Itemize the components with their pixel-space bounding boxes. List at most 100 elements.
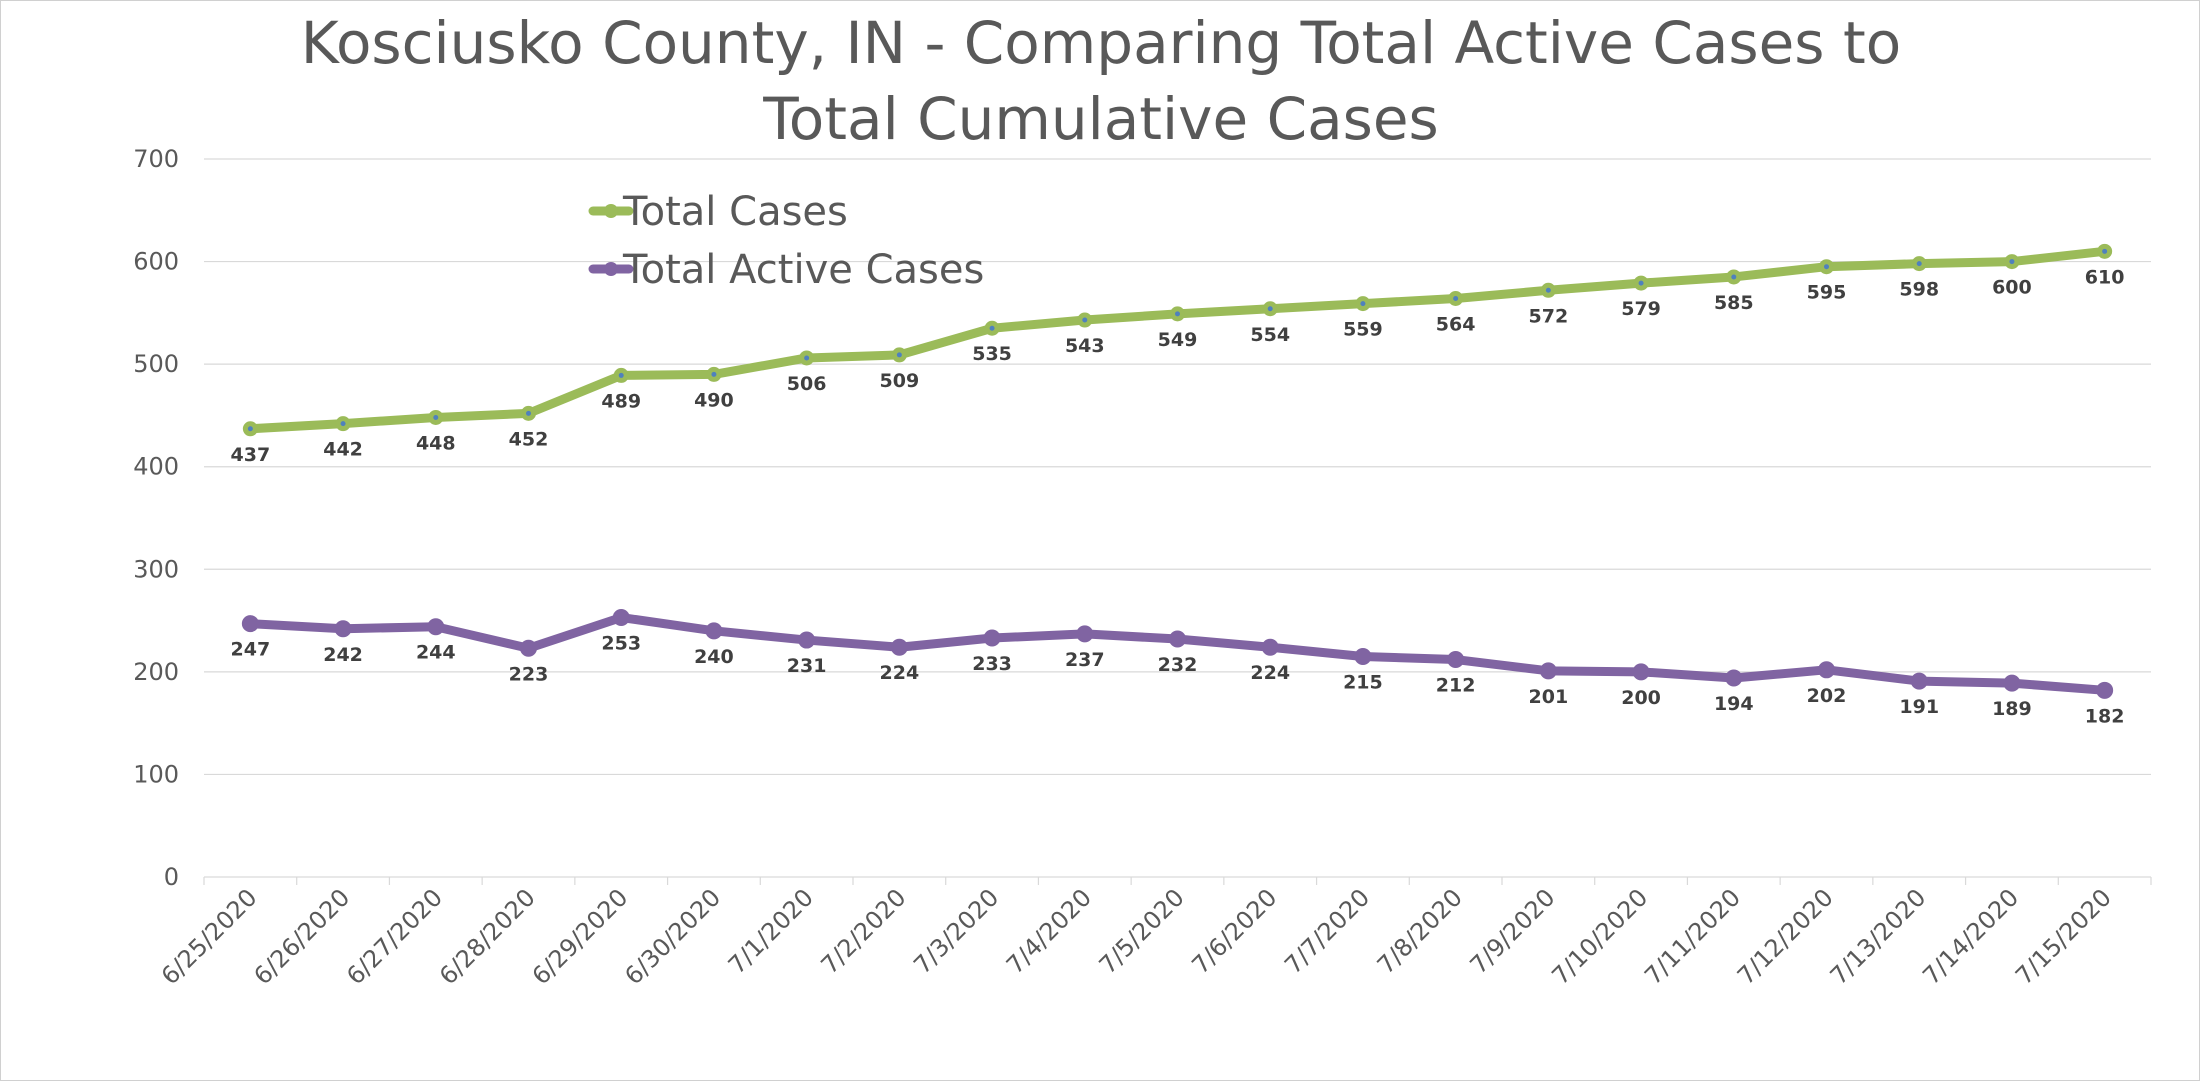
data-point [241, 615, 259, 633]
data-label: 223 [509, 663, 549, 685]
y-tick-label: 500 [133, 350, 179, 378]
x-tick-label: 7/2/2020 [816, 883, 912, 979]
data-label: 233 [972, 653, 1012, 675]
x-tick-label: 7/11/2020 [1639, 883, 1746, 990]
data-label: 244 [416, 642, 456, 664]
data-point-center [433, 414, 439, 420]
x-tick-label: 7/10/2020 [1546, 883, 1653, 990]
data-point [334, 620, 352, 638]
y-tick-label: 300 [133, 555, 179, 583]
data-point-center [1638, 280, 1644, 286]
data-point [1632, 663, 1650, 681]
data-label: 215 [1343, 671, 1383, 693]
data-point [1169, 630, 1186, 648]
data-point-center [711, 371, 717, 377]
y-tick-label: 700 [133, 145, 179, 173]
x-tick-label: 7/6/2020 [1186, 883, 1282, 979]
x-tick-label: 7/4/2020 [1001, 883, 1097, 979]
data-label: 224 [1250, 662, 1290, 684]
x-tick-label: 6/28/2020 [434, 883, 541, 990]
data-point [1447, 651, 1465, 669]
data-point-center [1731, 274, 1737, 280]
data-label: 212 [1436, 675, 1476, 697]
y-tick-label: 400 [133, 453, 179, 481]
data-label: 224 [880, 662, 920, 684]
data-label: 572 [1529, 305, 1569, 327]
y-tick-label: 600 [133, 248, 179, 276]
data-point [705, 622, 723, 640]
x-tick-label: 7/12/2020 [1732, 883, 1839, 990]
data-label: 194 [1714, 693, 1754, 715]
data-label: 232 [1158, 654, 1198, 676]
data-point-center [340, 421, 346, 427]
data-label: 535 [972, 343, 1012, 365]
data-point-center [2102, 248, 2108, 254]
data-label: 182 [2085, 705, 2125, 727]
x-tick-label: 7/3/2020 [908, 883, 1004, 979]
data-point-center [896, 352, 902, 358]
y-tick-label: 100 [133, 760, 179, 788]
data-label: 237 [1065, 649, 1105, 671]
data-point-center [1453, 295, 1459, 301]
data-label: 253 [601, 632, 641, 654]
data-label: 543 [1065, 335, 1105, 357]
x-tick-label: 7/9/2020 [1465, 883, 1561, 979]
series-total-active-cases: 247 242 244 223 253 240 231 224 233 237 232 224 215 2… [231, 608, 2125, 727]
data-label: 201 [1529, 686, 1569, 708]
legend-label: Total Active Cases [622, 247, 984, 293]
x-tick-label: 6/27/2020 [341, 883, 448, 990]
legend-item: Total Active Cases [588, 247, 984, 293]
x-tick-label: 7/8/2020 [1372, 883, 1468, 979]
data-point-center [1360, 301, 1366, 307]
x-tick-label: 7/5/2020 [1094, 883, 1190, 979]
data-label: 200 [1621, 687, 1661, 709]
data-point [427, 618, 445, 636]
data-point [983, 629, 1001, 647]
data-label: 506 [787, 373, 827, 395]
chart-title-line-2: Total Cumulative Cases [763, 85, 1439, 153]
data-label: 452 [509, 428, 549, 450]
data-label: 554 [1250, 324, 1290, 346]
data-point-center [1545, 287, 1551, 293]
data-point [890, 638, 908, 656]
data-point [1539, 662, 1557, 680]
data-point [798, 631, 816, 649]
data-point-center [1916, 261, 1922, 267]
data-label: 191 [1899, 696, 1939, 718]
legend: Total Cases Total Active Cases [588, 189, 984, 293]
x-tick-label: 7/7/2020 [1279, 883, 1375, 979]
data-label: 549 [1158, 329, 1198, 351]
data-label: 559 [1343, 319, 1383, 341]
data-point [1261, 638, 1279, 656]
data-point [520, 639, 537, 657]
data-point-center [1824, 264, 1829, 270]
legend-item: Total Cases [588, 189, 848, 235]
data-point [612, 608, 630, 626]
data-point [1725, 669, 1743, 687]
data-label: 598 [1899, 279, 1939, 301]
x-tick-label: 7/13/2020 [1825, 883, 1932, 990]
data-label: 579 [1621, 298, 1661, 320]
x-tick-label: 6/30/2020 [619, 883, 726, 990]
data-label: 595 [1807, 282, 1847, 304]
legend-swatch-marker [604, 204, 618, 218]
data-label: 490 [694, 389, 734, 411]
data-point-center [1175, 311, 1180, 317]
data-label: 240 [694, 646, 734, 668]
data-label: 189 [1992, 698, 2032, 720]
data-label: 600 [1992, 277, 2032, 299]
data-label: 442 [323, 439, 363, 461]
x-tick-label: 6/26/2020 [248, 883, 355, 990]
legend-swatch-marker [604, 262, 618, 276]
x-tick-label: 7/1/2020 [723, 883, 819, 979]
data-point [1818, 661, 1835, 679]
x-tick-label: 7/14/2020 [1917, 883, 2024, 990]
data-label: 231 [787, 655, 827, 677]
data-point [1910, 672, 1928, 690]
chart-title: Kosciusko County, IN - Comparing Total A… [1, 5, 2200, 157]
data-label: 202 [1807, 685, 1847, 707]
data-point [1354, 647, 1372, 665]
data-point-center [2009, 259, 2015, 265]
